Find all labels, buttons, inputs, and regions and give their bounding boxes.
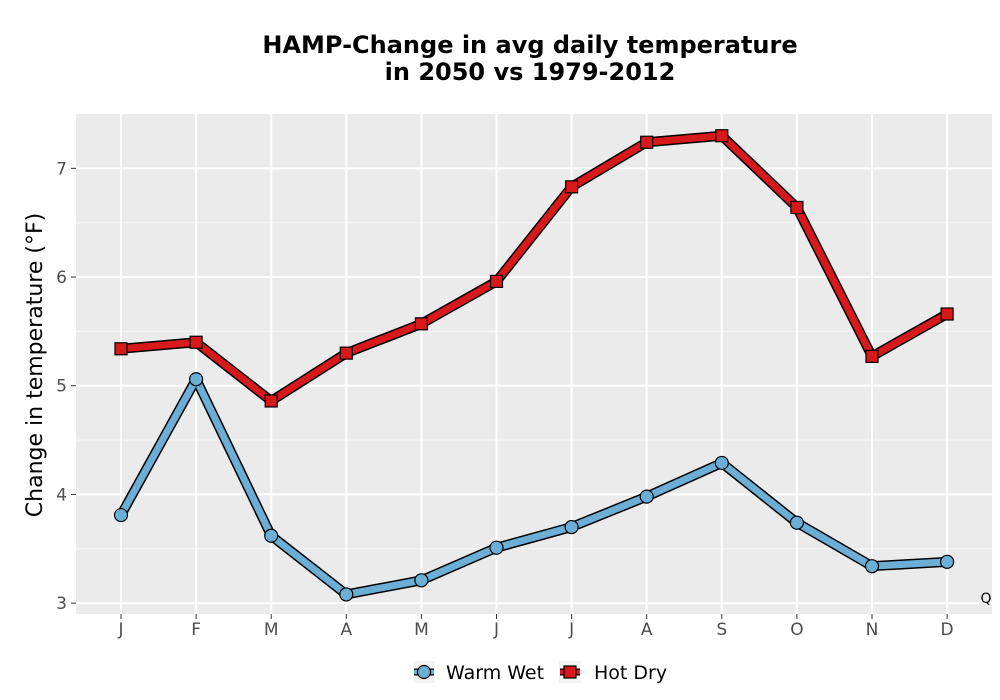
y-tick-label: 3 <box>56 594 67 614</box>
y-axis-ticks: 3 4 5 6 7 <box>56 159 76 614</box>
legend-label: Warm Wet <box>446 662 544 684</box>
data-point-hot-dry <box>114 342 128 356</box>
gridlines <box>76 114 992 614</box>
data-point-warm-wet <box>789 515 805 530</box>
chart-title-line1: HAMP-Change in avg daily temperature <box>262 31 797 59</box>
x-tick-label: F <box>191 620 201 640</box>
legend-key-marker <box>563 665 577 679</box>
data-point-hot-dry <box>489 274 504 288</box>
y-axis-label: Change in temperature (°F) <box>23 213 48 517</box>
data-point-hot-dry <box>715 129 729 143</box>
legend-item-warm-wet: Warm Wet <box>413 661 544 684</box>
x-tick-label: O <box>790 620 803 640</box>
series-layer <box>113 129 955 602</box>
x-tick-label: D <box>941 620 954 640</box>
x-tick-label: A <box>340 620 352 640</box>
series-line-warm-wet <box>117 375 951 598</box>
legend: Warm Wet Hot Dry <box>413 661 667 684</box>
data-point-hot-dry <box>865 349 879 363</box>
y-tick-label: 6 <box>56 268 67 288</box>
data-point-warm-wet <box>864 559 880 574</box>
data-point-hot-dry <box>564 180 579 194</box>
data-point-warm-wet <box>113 507 129 523</box>
data-point-hot-dry <box>940 307 954 321</box>
series-warm-wet <box>113 372 955 602</box>
data-point-warm-wet <box>189 372 204 387</box>
data-point-hot-dry <box>264 394 278 408</box>
data-point-hot-dry <box>339 346 353 360</box>
data-point-hot-dry <box>790 200 804 215</box>
x-tick-label: N <box>866 620 879 640</box>
data-point-hot-dry <box>189 335 203 349</box>
data-point-warm-wet <box>639 489 654 504</box>
y-tick-label: 5 <box>56 377 67 397</box>
data-point-hot-dry <box>414 317 428 331</box>
legend-label: Hot Dry <box>594 662 667 684</box>
data-point-warm-wet <box>339 587 354 602</box>
data-point-warm-wet <box>939 554 955 569</box>
series-hot-dry <box>114 129 954 408</box>
series-line-hot-dry <box>117 132 951 405</box>
y-tick-label: 7 <box>56 159 67 179</box>
legend-key-marker <box>416 664 432 680</box>
x-tick-label: S <box>716 620 727 640</box>
data-point-warm-wet <box>414 573 429 588</box>
data-point-hot-dry <box>640 135 654 149</box>
chart-title-line2: in 2050 vs 1979-2012 <box>385 58 676 86</box>
y-tick-label: 4 <box>56 485 67 505</box>
x-tick-label: M <box>264 620 279 640</box>
data-point-warm-wet <box>489 540 504 555</box>
data-point-warm-wet <box>264 528 279 543</box>
corner-note: Q <box>980 591 991 607</box>
x-tick-label: M <box>414 620 429 640</box>
legend-item-hot-dry: Hot Dry <box>559 661 667 684</box>
data-point-warm-wet <box>714 455 729 471</box>
data-point-warm-wet <box>564 519 579 535</box>
x-tick-label: A <box>641 620 653 640</box>
x-tick-label: J <box>117 620 123 640</box>
x-tick-label: J <box>493 620 499 640</box>
x-tick-label: J <box>568 620 574 640</box>
